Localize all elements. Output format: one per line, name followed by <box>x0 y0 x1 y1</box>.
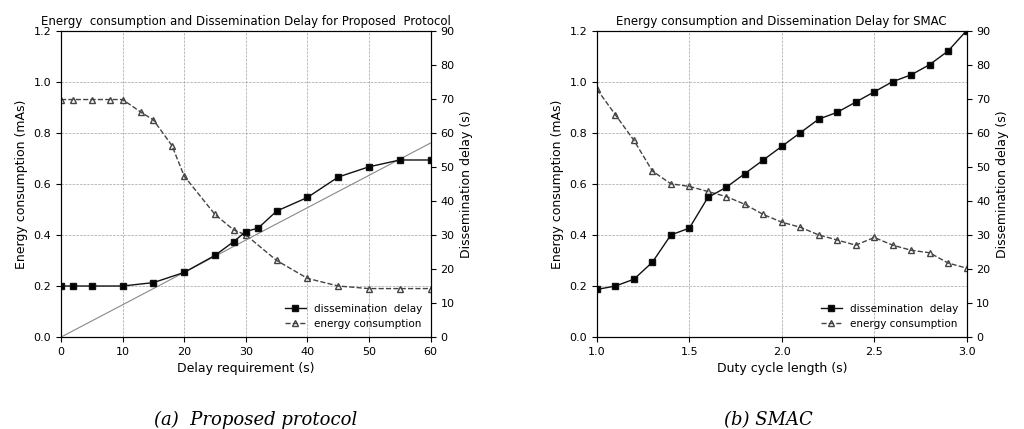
Y-axis label: Dissemination delay (s): Dissemination delay (s) <box>996 110 1009 258</box>
X-axis label: Duty cycle length (s): Duty cycle length (s) <box>717 363 847 375</box>
X-axis label: Delay requirement (s): Delay requirement (s) <box>177 363 314 375</box>
Title: Energy  consumption and Dissemination Delay for Proposed  Protocol: Energy consumption and Dissemination Del… <box>41 15 451 28</box>
Y-axis label: Dissemination delay (s): Dissemination delay (s) <box>460 110 473 258</box>
Y-axis label: Energy consumption (mAs): Energy consumption (mAs) <box>15 99 28 269</box>
Legend: dissemination  delay, energy consumption: dissemination delay, energy consumption <box>818 300 962 332</box>
Legend: dissemination  delay, energy consumption: dissemination delay, energy consumption <box>282 300 425 332</box>
Title: Energy consumption and Dissemination Delay for SMAC: Energy consumption and Dissemination Del… <box>616 15 947 28</box>
Text: (b) SMAC: (b) SMAC <box>724 411 812 429</box>
Text: (a)  Proposed protocol: (a) Proposed protocol <box>155 411 357 429</box>
Y-axis label: Energy consumption (mAs): Energy consumption (mAs) <box>551 99 564 269</box>
